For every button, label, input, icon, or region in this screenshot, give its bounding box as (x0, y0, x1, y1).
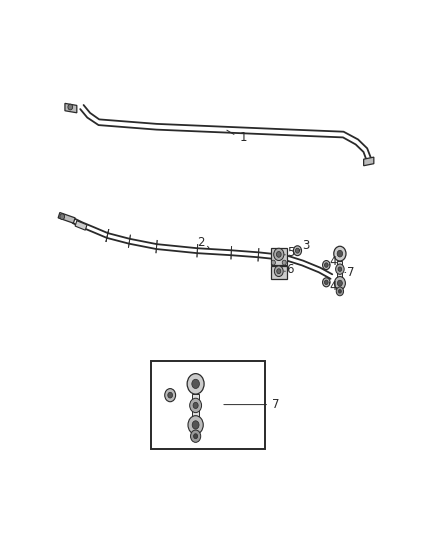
Polygon shape (75, 221, 87, 230)
Circle shape (168, 392, 173, 398)
Circle shape (192, 421, 199, 429)
Circle shape (165, 389, 176, 402)
Circle shape (336, 264, 344, 274)
Circle shape (293, 246, 301, 256)
Circle shape (337, 251, 343, 257)
Text: 1: 1 (240, 131, 247, 144)
Circle shape (193, 402, 198, 408)
Text: 6: 6 (286, 263, 294, 277)
Circle shape (277, 269, 281, 273)
Circle shape (194, 434, 198, 439)
Circle shape (60, 214, 64, 220)
Text: 3: 3 (302, 239, 310, 252)
Circle shape (322, 278, 330, 287)
Text: 7: 7 (272, 398, 279, 411)
Bar (271, 266, 287, 279)
Circle shape (334, 246, 346, 261)
Polygon shape (65, 103, 77, 113)
Polygon shape (364, 157, 374, 166)
Text: 4: 4 (329, 255, 337, 268)
Circle shape (192, 379, 199, 389)
Text: 4: 4 (329, 280, 337, 293)
Text: 5: 5 (286, 246, 294, 259)
Circle shape (295, 248, 300, 253)
Circle shape (190, 398, 201, 413)
Circle shape (325, 280, 328, 285)
Text: 2: 2 (197, 236, 205, 248)
Bar (337, 261, 343, 277)
Circle shape (336, 287, 343, 296)
Bar (271, 248, 287, 265)
Circle shape (334, 277, 346, 290)
Circle shape (325, 263, 328, 268)
Circle shape (276, 252, 281, 257)
Circle shape (274, 248, 284, 261)
Circle shape (271, 260, 276, 265)
Circle shape (339, 289, 341, 293)
Circle shape (338, 267, 342, 271)
Circle shape (187, 374, 204, 394)
Bar (152, 361, 265, 449)
Circle shape (191, 430, 201, 442)
Circle shape (337, 280, 343, 286)
Circle shape (282, 260, 286, 265)
Text: 7: 7 (347, 266, 354, 279)
Polygon shape (58, 213, 75, 223)
Circle shape (274, 266, 283, 277)
Circle shape (322, 261, 330, 270)
Bar (192, 394, 199, 417)
Circle shape (188, 416, 203, 434)
Circle shape (68, 104, 73, 110)
